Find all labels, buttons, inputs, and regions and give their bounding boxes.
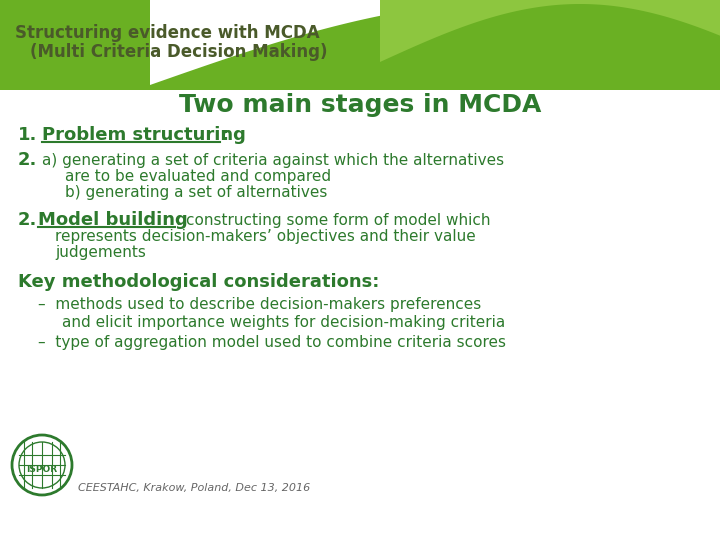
Text: and elicit importance weights for decision-making criteria: and elicit importance weights for decisi… xyxy=(62,314,505,329)
Text: are to be evaluated and compared: are to be evaluated and compared xyxy=(65,170,331,185)
Text: : constructing some form of model which: : constructing some form of model which xyxy=(176,213,490,227)
Text: –  type of aggregation model used to combine criteria scores: – type of aggregation model used to comb… xyxy=(38,334,506,349)
Text: 2.: 2. xyxy=(18,151,37,169)
Text: CEESTAHC, Krakow, Poland, Dec 13, 2016: CEESTAHC, Krakow, Poland, Dec 13, 2016 xyxy=(78,483,310,493)
Text: Model building: Model building xyxy=(38,211,188,229)
Text: :: : xyxy=(222,126,229,144)
Text: 1.: 1. xyxy=(18,126,37,144)
Text: Key methodological considerations:: Key methodological considerations: xyxy=(18,273,379,291)
Text: –  methods used to describe decision-makers preferences: – methods used to describe decision-make… xyxy=(38,298,481,313)
Text: Problem structuring: Problem structuring xyxy=(42,126,246,144)
Text: Two main stages in MCDA: Two main stages in MCDA xyxy=(179,93,541,117)
Text: b) generating a set of alternatives: b) generating a set of alternatives xyxy=(65,186,328,200)
Text: Structuring evidence with MCDA: Structuring evidence with MCDA xyxy=(15,24,320,42)
Text: judgements: judgements xyxy=(55,246,146,260)
Polygon shape xyxy=(380,0,720,62)
Text: a) generating a set of criteria against which the alternatives: a) generating a set of criteria against … xyxy=(42,152,504,167)
Text: (Multi Criteria Decision Making): (Multi Criteria Decision Making) xyxy=(30,43,328,61)
FancyBboxPatch shape xyxy=(0,0,720,90)
Text: 2.: 2. xyxy=(18,211,37,229)
Text: represents decision-makers’ objectives and their value: represents decision-makers’ objectives a… xyxy=(55,230,476,245)
Polygon shape xyxy=(150,0,720,85)
Text: ISPOR: ISPOR xyxy=(27,465,58,475)
